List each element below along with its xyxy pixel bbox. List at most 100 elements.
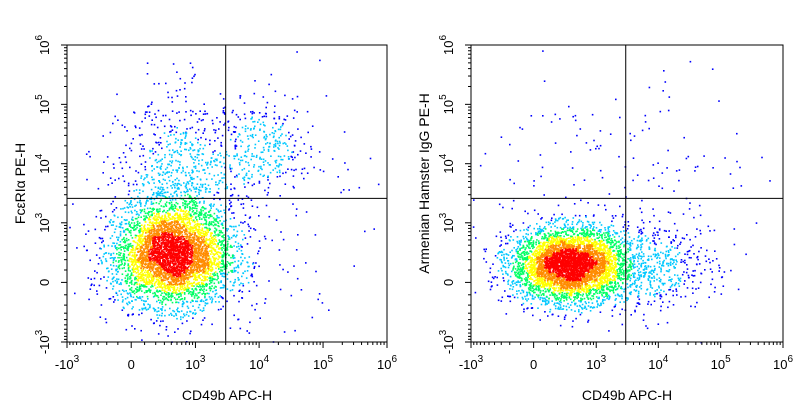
event-dot [159, 208, 161, 210]
event-dot [189, 148, 192, 150]
event-dot [115, 225, 118, 228]
event-dot [162, 218, 164, 220]
event-dot [230, 183, 232, 185]
event-dot [205, 253, 207, 255]
event-dot [211, 298, 214, 300]
event-dot [150, 318, 152, 321]
event-dot [240, 263, 242, 266]
event-dot [171, 232, 173, 234]
event-dot [171, 218, 174, 220]
event-dot [161, 287, 164, 290]
event-dot [241, 246, 243, 248]
event-dot [127, 229, 129, 231]
event-dot [189, 248, 192, 251]
event-dot [291, 156, 293, 158]
event-dot [233, 187, 236, 189]
event-dot [191, 275, 193, 278]
event-dot [251, 173, 253, 176]
event-dot [151, 267, 154, 270]
event-dot [143, 280, 145, 283]
event-dot [200, 119, 203, 122]
event-dot [185, 300, 188, 303]
event-dot [151, 246, 153, 249]
event-dot [179, 146, 181, 148]
event-dot [240, 221, 242, 224]
event-dot [208, 229, 211, 231]
event-dot [182, 213, 185, 215]
event-dot [276, 140, 279, 143]
event-dot [193, 285, 195, 287]
event-dot [131, 216, 134, 219]
event-dot [166, 267, 168, 270]
event-dot [145, 286, 148, 288]
event-dot [188, 260, 191, 263]
event-dot [153, 178, 155, 181]
event-dot [150, 256, 152, 259]
event-dot [134, 255, 137, 258]
event-dot [278, 164, 280, 167]
event-dot [222, 256, 224, 259]
event-dot [183, 272, 186, 274]
event-dot [284, 94, 286, 97]
event-dot [234, 281, 236, 283]
event-dot [197, 232, 200, 235]
event-dot [133, 260, 135, 262]
event-dot [243, 102, 246, 104]
event-dot [132, 240, 135, 242]
event-dot [118, 251, 120, 254]
event-dot [172, 227, 175, 230]
event-dot [126, 219, 128, 221]
event-dot [157, 238, 159, 241]
event-dot [172, 273, 174, 276]
event-dot [208, 269, 210, 271]
event-dot [328, 309, 330, 311]
event-dot [192, 259, 195, 261]
event-dot [240, 244, 242, 246]
event-dot [190, 196, 192, 198]
event-dot [300, 172, 303, 175]
event-dot [153, 310, 156, 312]
event-dot [206, 292, 208, 295]
event-dot [186, 290, 188, 292]
event-dot [120, 249, 122, 251]
event-dot [198, 212, 201, 214]
event-dot [143, 303, 145, 305]
event-dot [189, 236, 191, 239]
event-dot [132, 290, 134, 293]
event-dot [153, 263, 156, 265]
event-dot [296, 111, 298, 113]
event-dot [146, 212, 149, 215]
event-dot [169, 289, 171, 292]
event-dot [222, 111, 225, 114]
event-dot [207, 229, 209, 232]
event-dot [185, 313, 188, 316]
event-dot [228, 254, 230, 256]
event-dot [245, 195, 248, 197]
event-dot [191, 271, 193, 274]
event-dot [182, 274, 185, 277]
event-dot [201, 218, 203, 220]
event-dot [197, 236, 199, 239]
event-dot [140, 254, 143, 257]
event-dot [151, 255, 153, 257]
event-dot [146, 62, 149, 64]
event-dot [219, 270, 221, 273]
event-dot [236, 230, 239, 233]
event-dot [142, 184, 145, 187]
event-dot [159, 308, 162, 310]
event-dot [151, 213, 153, 215]
event-dot [144, 229, 147, 232]
event-dot [198, 277, 200, 279]
event-dot [187, 238, 190, 240]
event-dot [237, 260, 240, 262]
event-dot [177, 186, 180, 189]
event-dot [205, 241, 207, 243]
event-dot [121, 256, 123, 259]
event-dot [178, 271, 181, 274]
event-dot [210, 160, 212, 163]
event-dot [152, 263, 154, 266]
event-dot [159, 228, 161, 231]
event-dot [247, 196, 250, 199]
event-dot [186, 214, 188, 217]
event-dot [156, 255, 159, 257]
